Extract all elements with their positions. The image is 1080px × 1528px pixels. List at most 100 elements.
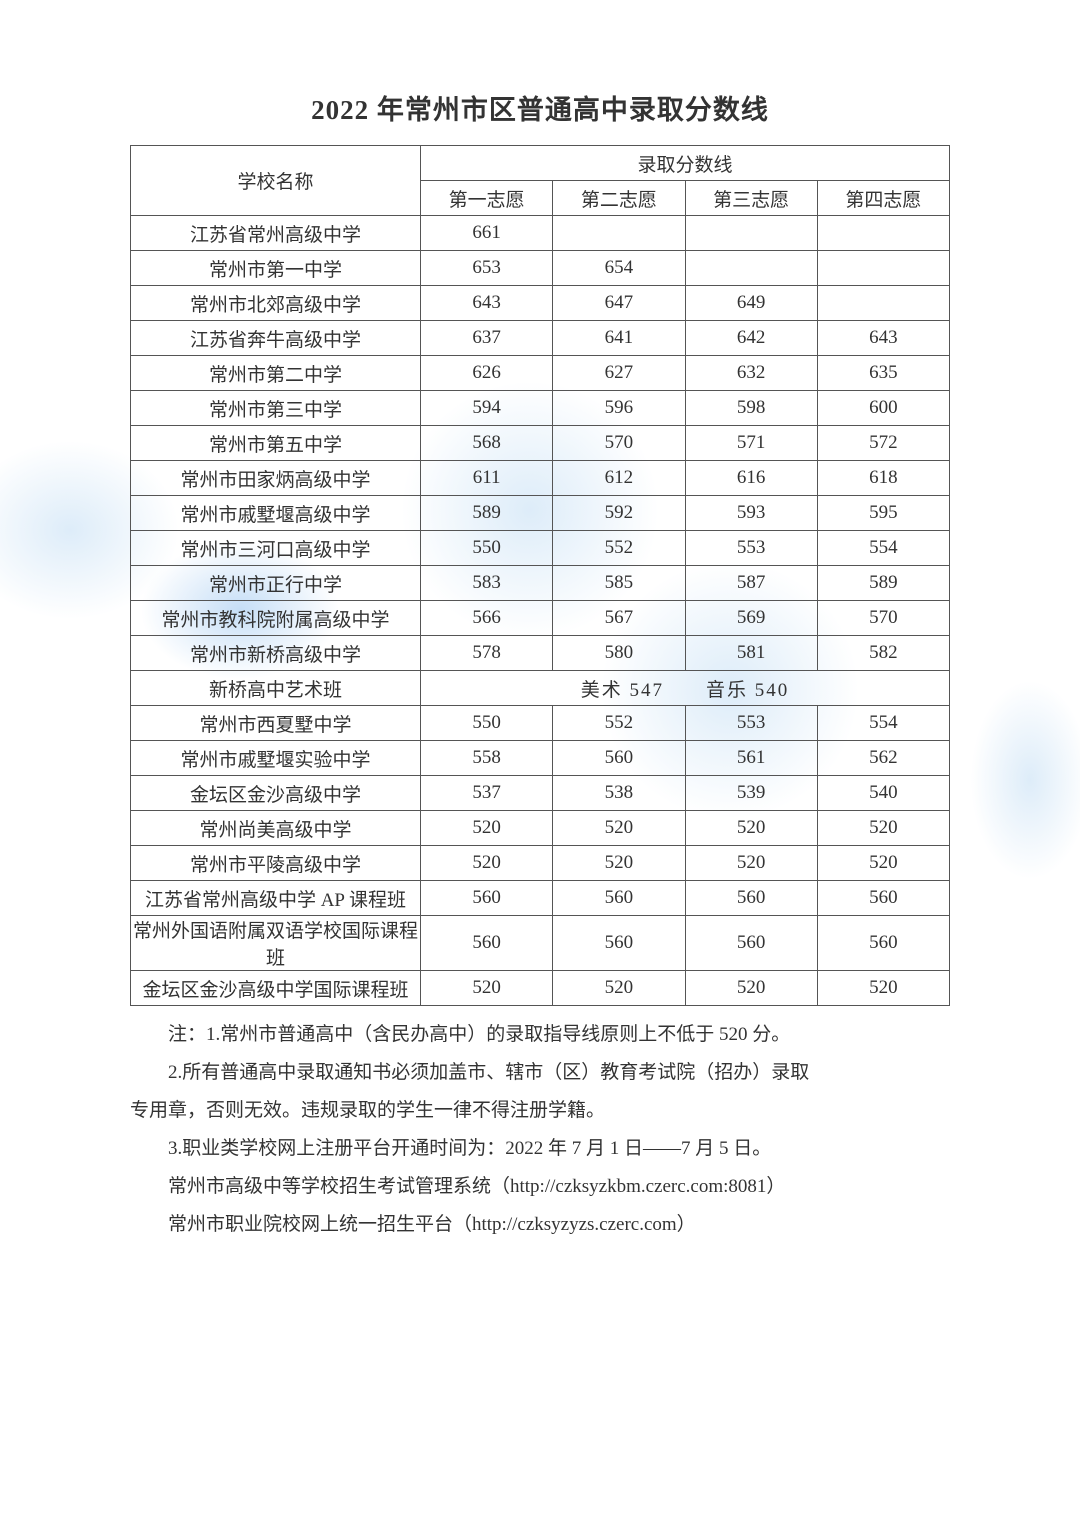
score-cell: 589: [421, 496, 553, 531]
score-cell: 571: [685, 426, 817, 461]
score-cell: [685, 251, 817, 286]
school-name: 常州市第一中学: [131, 251, 421, 286]
score-cell: 653: [421, 251, 553, 286]
score-cell: 643: [421, 286, 553, 321]
score-cell: 520: [553, 846, 685, 881]
table-row: 常州市新桥高级中学578580581582: [131, 636, 950, 671]
score-cell: 560: [421, 916, 553, 971]
score-cell: 553: [685, 531, 817, 566]
header-col-1: 第一志愿: [421, 181, 553, 216]
score-cell: 587: [685, 566, 817, 601]
score-cell: 635: [817, 356, 949, 391]
table-row: 常州市教科院附属高级中学566567569570: [131, 601, 950, 636]
school-name: 常州外国语附属双语学校国际课程班: [131, 916, 421, 971]
score-cell: 520: [817, 846, 949, 881]
school-name: 常州市平陵高级中学: [131, 846, 421, 881]
score-cell: 585: [553, 566, 685, 601]
score-cell: 592: [553, 496, 685, 531]
school-name: 金坛区金沙高级中学: [131, 776, 421, 811]
score-cell: 611: [421, 461, 553, 496]
school-name: 常州市田家炳高级中学: [131, 461, 421, 496]
score-cell: 618: [817, 461, 949, 496]
score-cell: 626: [421, 356, 553, 391]
score-cell: 612: [553, 461, 685, 496]
table-row: 常州市第三中学594596598600: [131, 391, 950, 426]
table-row: 常州尚美高级中学520520520520: [131, 811, 950, 846]
school-name: 常州市第三中学: [131, 391, 421, 426]
score-cell: 627: [553, 356, 685, 391]
score-cell: 580: [553, 636, 685, 671]
school-name: 金坛区金沙高级中学国际课程班: [131, 971, 421, 1006]
score-cell: 643: [817, 321, 949, 356]
school-name: 新桥高中艺术班: [131, 671, 421, 706]
header-col-3: 第三志愿: [685, 181, 817, 216]
school-name: 常州市第二中学: [131, 356, 421, 391]
table-row: 江苏省常州高级中学661: [131, 216, 950, 251]
score-cell: 581: [685, 636, 817, 671]
header-col-4: 第四志愿: [817, 181, 949, 216]
score-cell: 594: [421, 391, 553, 426]
score-cell: 520: [553, 811, 685, 846]
score-cell: 540: [817, 776, 949, 811]
table-row: 江苏省常州高级中学 AP 课程班560560560560: [131, 881, 950, 916]
score-cell: 647: [553, 286, 685, 321]
table-row: 金坛区金沙高级中学537538539540: [131, 776, 950, 811]
notes: 注：1.常州市普通高中（含民办高中）的录取指导线原则上不低于 520 分。 2.…: [130, 1016, 950, 1244]
table-row: 常州市第二中学626627632635: [131, 356, 950, 391]
table-row: 常州市北郊高级中学643647649: [131, 286, 950, 321]
score-cell: 572: [817, 426, 949, 461]
header-group: 录取分数线: [421, 146, 950, 181]
score-cell: 661: [421, 216, 553, 251]
school-name: 常州市西夏墅中学: [131, 706, 421, 741]
page-title: 2022 年常州市区普通高中录取分数线: [130, 88, 950, 127]
school-name: 江苏省常州高级中学 AP 课程班: [131, 881, 421, 916]
note-4: 常州市高级中等学校招生考试管理系统（http://czksyzkbm.czerc…: [130, 1168, 950, 1206]
school-name: 常州市新桥高级中学: [131, 636, 421, 671]
header-school: 学校名称: [131, 146, 421, 216]
score-cell: 560: [553, 741, 685, 776]
school-name: 常州市教科院附属高级中学: [131, 601, 421, 636]
table-row: 常州市第五中学568570571572: [131, 426, 950, 461]
score-cell: 560: [553, 881, 685, 916]
score-cell: 570: [817, 601, 949, 636]
score-table: 学校名称 录取分数线 第一志愿 第二志愿 第三志愿 第四志愿 江苏省常州高级中学…: [130, 145, 950, 1006]
score-cell: 520: [421, 811, 553, 846]
score-cell: 583: [421, 566, 553, 601]
score-cell: 560: [553, 916, 685, 971]
table-row: 常州外国语附属双语学校国际课程班560560560560: [131, 916, 950, 971]
score-cell: 600: [817, 391, 949, 426]
header-col-2: 第二志愿: [553, 181, 685, 216]
score-cell: 562: [817, 741, 949, 776]
score-cell: [817, 251, 949, 286]
note-1: 注：1.常州市普通高中（含民办高中）的录取指导线原则上不低于 520 分。: [130, 1016, 950, 1054]
score-cell: 560: [421, 881, 553, 916]
score-cell: 561: [685, 741, 817, 776]
score-cell: 578: [421, 636, 553, 671]
table-body: 江苏省常州高级中学661常州市第一中学653654常州市北郊高级中学643647…: [131, 216, 950, 1006]
score-cell: 595: [817, 496, 949, 531]
score-cell: 568: [421, 426, 553, 461]
score-cell: 520: [817, 971, 949, 1006]
score-cell: 520: [685, 811, 817, 846]
score-cell: 567: [553, 601, 685, 636]
score-cell: 589: [817, 566, 949, 601]
score-cell: 550: [421, 531, 553, 566]
school-name: 江苏省奔牛高级中学: [131, 321, 421, 356]
table-row: 常州市三河口高级中学550552553554: [131, 531, 950, 566]
school-name: 常州市戚墅堰高级中学: [131, 496, 421, 531]
table-header: 学校名称 录取分数线 第一志愿 第二志愿 第三志愿 第四志愿: [131, 146, 950, 216]
table-row: 常州市正行中学583585587589: [131, 566, 950, 601]
score-cell: 632: [685, 356, 817, 391]
score-cell: 560: [817, 916, 949, 971]
score-cell: 598: [685, 391, 817, 426]
school-name: 江苏省常州高级中学: [131, 216, 421, 251]
note-2a: 2.所有普通高中录取通知书必须加盖市、辖市（区）教育考试院（招办）录取: [130, 1054, 950, 1092]
score-cell: 560: [817, 881, 949, 916]
score-cell: 553: [685, 706, 817, 741]
score-cell: 554: [817, 706, 949, 741]
score-cell: 520: [421, 846, 553, 881]
score-cell: 554: [817, 531, 949, 566]
score-cell: 520: [553, 971, 685, 1006]
score-cell: 520: [685, 846, 817, 881]
score-cell: 538: [553, 776, 685, 811]
